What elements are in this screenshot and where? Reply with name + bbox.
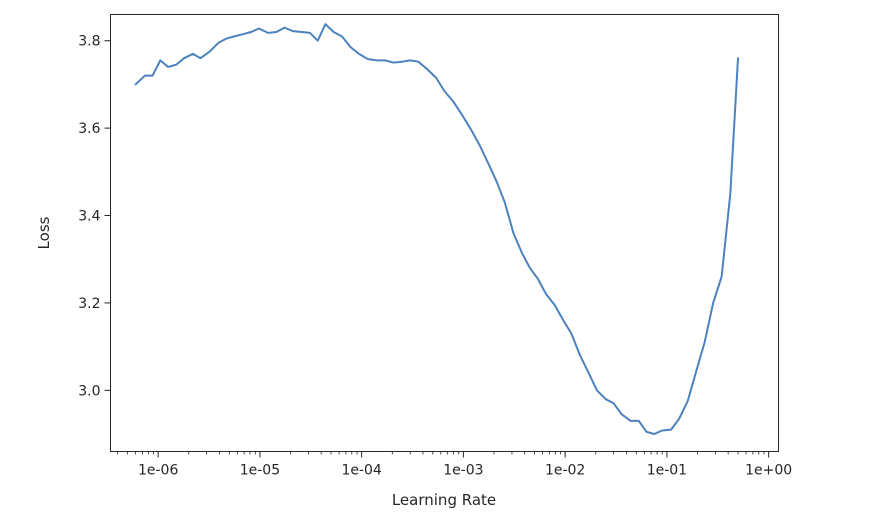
y-tick-label: 3.6 (78, 121, 100, 137)
x-axis-label: Learning Rate (392, 491, 496, 509)
x-axis: 1e-06 1e-05 1e-04 1e-03 1e-02 1e-01 1e+00 (117, 451, 792, 479)
y-tick-label: 3.8 (78, 34, 100, 50)
y-tick-label: 3.4 (78, 209, 100, 225)
x-tick-label: 1e-05 (240, 463, 280, 479)
x-tick-label: 1e-01 (647, 463, 687, 479)
x-tick-label: 1e-04 (341, 463, 381, 479)
x-tick-label: 1e-03 (443, 463, 483, 479)
plot-frame (110, 14, 779, 452)
x-tick-label: 1e-06 (138, 463, 178, 479)
y-axis: 3.0 3.2 3.4 3.6 3.8 (78, 34, 111, 399)
x-tick-label: 1e-02 (545, 463, 585, 479)
loss-series-line (134, 23, 740, 436)
plot-area (134, 23, 740, 436)
y-tick-label: 3.0 (78, 383, 100, 399)
y-axis-label: Loss (35, 216, 53, 249)
y-tick-label: 3.2 (78, 296, 100, 312)
x-tick-label: 1e+00 (745, 463, 792, 479)
